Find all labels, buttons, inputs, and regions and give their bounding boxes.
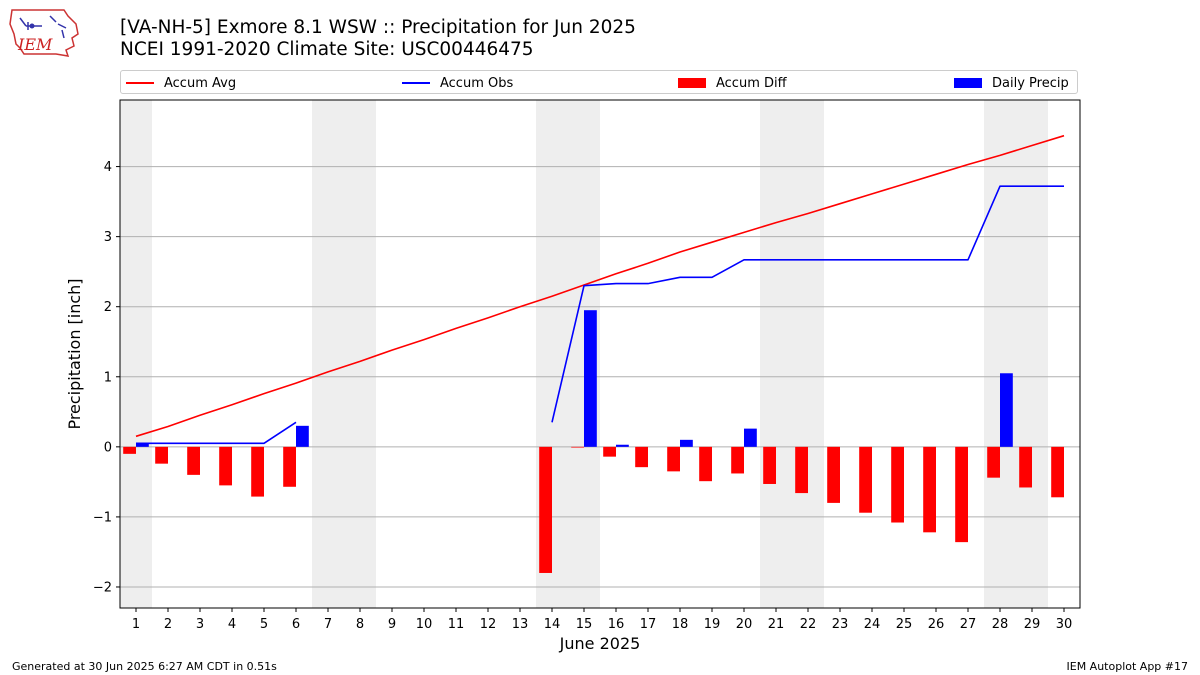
accum-diff-bar [1051,446,1064,498]
x-tick-label: 7 [324,617,332,632]
y-tick-label: 3 [104,230,112,245]
legend-swatch-daily-precip [954,78,982,88]
x-tick-label: 26 [928,617,945,632]
accum-diff-bar [219,446,232,486]
x-tick-label: 15 [576,617,593,632]
legend-label-accum-avg: Accum Avg [164,75,237,91]
legend-item-accum-obs: Accum Obs [402,74,513,92]
accum-obs-line [136,421,297,445]
x-tick-label: 29 [1024,617,1041,632]
legend-swatch-accum-diff [678,78,706,88]
daily-precip-bar [584,310,597,447]
x-tick-label: 25 [896,617,913,632]
y-axis-label: Precipitation [inch] [65,278,84,429]
accum-diff-bar [731,446,744,474]
accum-diff-bar [923,446,936,533]
legend-swatch-accum-avg [126,82,154,84]
x-tick-label: 13 [512,617,529,632]
legend: Accum Avg Accum Obs Accum Diff Daily Pre… [120,70,1078,94]
y-tick-label: 4 [104,160,112,175]
x-tick-label: 19 [704,617,721,632]
x-tick-label: 11 [448,617,465,632]
accum-diff-bar [155,446,168,464]
daily-precip-bar [136,443,149,447]
legend-item-daily-precip: Daily Precip [954,74,1069,92]
logo-text: IEM [17,35,53,54]
legend-label-accum-obs: Accum Obs [440,75,514,91]
accum-diff-bar [763,446,776,484]
accum-diff-bar [283,446,296,487]
x-tick-label: 8 [356,617,364,632]
daily-precip-bar [296,425,309,447]
x-tick-label: 3 [196,617,204,632]
y-tick-label: −2 [93,580,112,595]
accum-diff-bar [123,446,136,454]
weekend-shade-4 [984,100,1048,608]
chart-subtitle: NCEI 1991-2020 Climate Site: USC00446475 [120,39,534,60]
legend-label-daily-precip: Daily Precip [992,75,1069,91]
accum-diff-bar [187,446,200,475]
x-tick-label: 24 [864,617,881,632]
accum-diff-bar [1019,446,1032,488]
accum-diff-bar [539,446,552,573]
accum-diff-bar [603,446,616,457]
accum-avg-line [135,134,1065,438]
x-tick-label: 4 [228,617,236,632]
app-credit: IEM Autoplot App #17 [1066,660,1189,673]
accum-diff-bar [827,446,840,503]
daily-precip-bar [680,439,693,447]
x-tick-label: 14 [544,617,561,632]
x-tick-label: 21 [768,617,785,632]
accum-diff-bar [699,446,712,482]
x-tick-label: 17 [640,617,657,632]
x-tick-label: 2 [164,617,172,632]
y-tick-label: 0 [104,440,112,455]
accum-diff-bar [571,446,584,448]
y-tick-label: −1 [93,510,112,525]
x-tick-label: 23 [832,617,849,632]
x-tick-label: 27 [960,617,977,632]
x-tick-label: 22 [800,617,817,632]
accum-obs-line [551,185,1064,423]
x-tick-label: 30 [1056,617,1073,632]
accum-diff-bar [667,446,680,472]
accum-diff-bar [859,446,872,513]
accum-diff-bar [955,446,968,543]
daily-precip-bar [616,444,629,447]
x-tick-label: 5 [260,617,268,632]
y-tick-label: 1 [104,370,112,385]
legend-swatch-accum-obs [402,82,430,84]
x-tick-label: 20 [736,617,753,632]
chart-title: [VA-NH-5] Exmore 8.1 WSW :: Precipitatio… [120,17,636,38]
x-tick-label: 18 [672,617,689,632]
daily-precip-bar [1000,373,1013,447]
state-outline [9,9,79,57]
weekend-shade-1 [312,100,376,608]
x-tick-label: 1 [132,617,140,632]
x-tick-label: 10 [416,617,433,632]
plot-frame [119,99,1081,609]
x-tick-label: 12 [480,617,497,632]
x-tick-label: 9 [388,617,396,632]
legend-label-accum-diff: Accum Diff [716,75,787,91]
daily-precip-bar [744,428,757,447]
iem-logo: IEM [9,9,79,57]
accum-diff-bar [987,446,1000,478]
x-axis-label: June 2025 [559,634,641,653]
legend-item-accum-avg: Accum Avg [126,74,236,92]
x-tick-label: 28 [992,617,1009,632]
accum-diff-bar [891,446,904,523]
accum-diff-bar [795,446,808,494]
x-tick-label: 6 [292,617,300,632]
y-tick-label: 2 [104,300,112,315]
x-tick-label: 16 [608,617,625,632]
legend-item-accum-diff: Accum Diff [678,74,787,92]
weekend-shade-3 [760,100,824,608]
weekend-shade-0 [120,100,152,608]
accum-diff-bar [251,446,264,497]
accum-diff-bar [635,446,648,468]
generated-timestamp: Generated at 30 Jun 2025 6:27 AM CDT in … [12,660,277,673]
